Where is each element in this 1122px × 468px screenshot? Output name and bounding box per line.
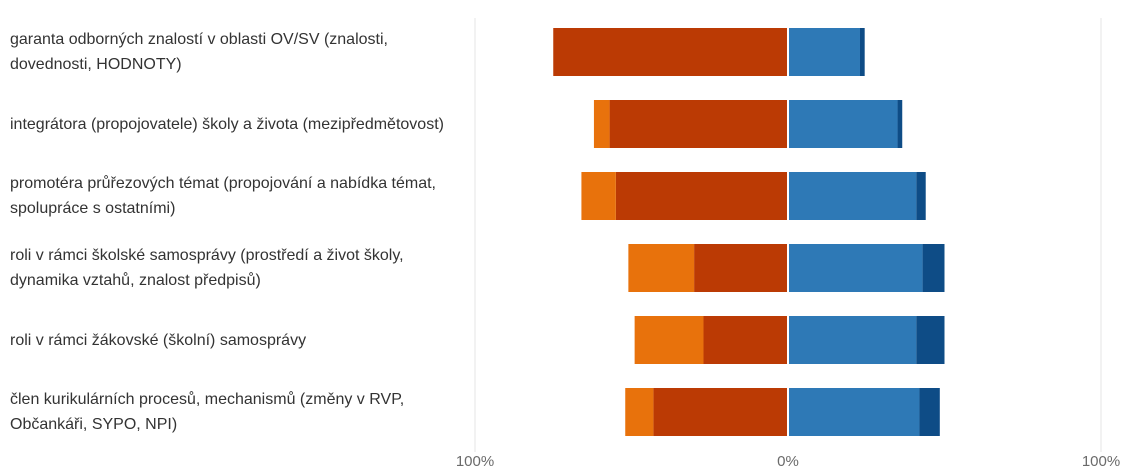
bar-row0-series2 — [788, 28, 860, 76]
bar-row5-series2 — [788, 388, 920, 436]
bar-row2-series3 — [916, 172, 926, 220]
bar-row1-series1 — [593, 100, 610, 148]
bar-row2-series1 — [581, 172, 616, 220]
category-label: garanta odborných znalostí v oblasti OV/… — [10, 31, 388, 73]
bar-row2-series2 — [788, 172, 917, 220]
category-label: roli v rámci žákovské (školní) samospráv… — [10, 331, 307, 349]
bar-row1-series0 — [609, 100, 788, 148]
bar-row5-series1 — [625, 388, 654, 436]
category-label: promotéra průřezových témat (propojování… — [10, 175, 436, 217]
bar-row4-series1 — [634, 316, 704, 364]
bar-row3-series3 — [922, 244, 945, 292]
x-tick-label: 0% — [777, 453, 799, 468]
bar-row1-series3 — [897, 100, 903, 148]
bar-row5-series0 — [653, 388, 788, 436]
x-tick-label: 100% — [1082, 453, 1120, 468]
bar-row4-series2 — [788, 316, 917, 364]
bar-row2-series0 — [615, 172, 788, 220]
category-label: integrátora (propojovatele) školy a živo… — [10, 115, 444, 133]
bar-row0-series3 — [859, 28, 865, 76]
bar-row5-series3 — [919, 388, 940, 436]
bar-row3-series0 — [694, 244, 788, 292]
bar-row0-series0 — [553, 28, 788, 76]
bar-row3-series1 — [628, 244, 695, 292]
category-label: roli v rámci školské samosprávy (prostře… — [10, 247, 404, 289]
bar-row4-series3 — [916, 316, 945, 364]
x-tick-label: 100% — [456, 453, 494, 468]
category-label: člen kurikulárních procesů, mechanismů (… — [10, 391, 405, 433]
bar-row4-series0 — [703, 316, 788, 364]
bar-row3-series2 — [788, 244, 923, 292]
bar-row1-series2 — [788, 100, 898, 148]
